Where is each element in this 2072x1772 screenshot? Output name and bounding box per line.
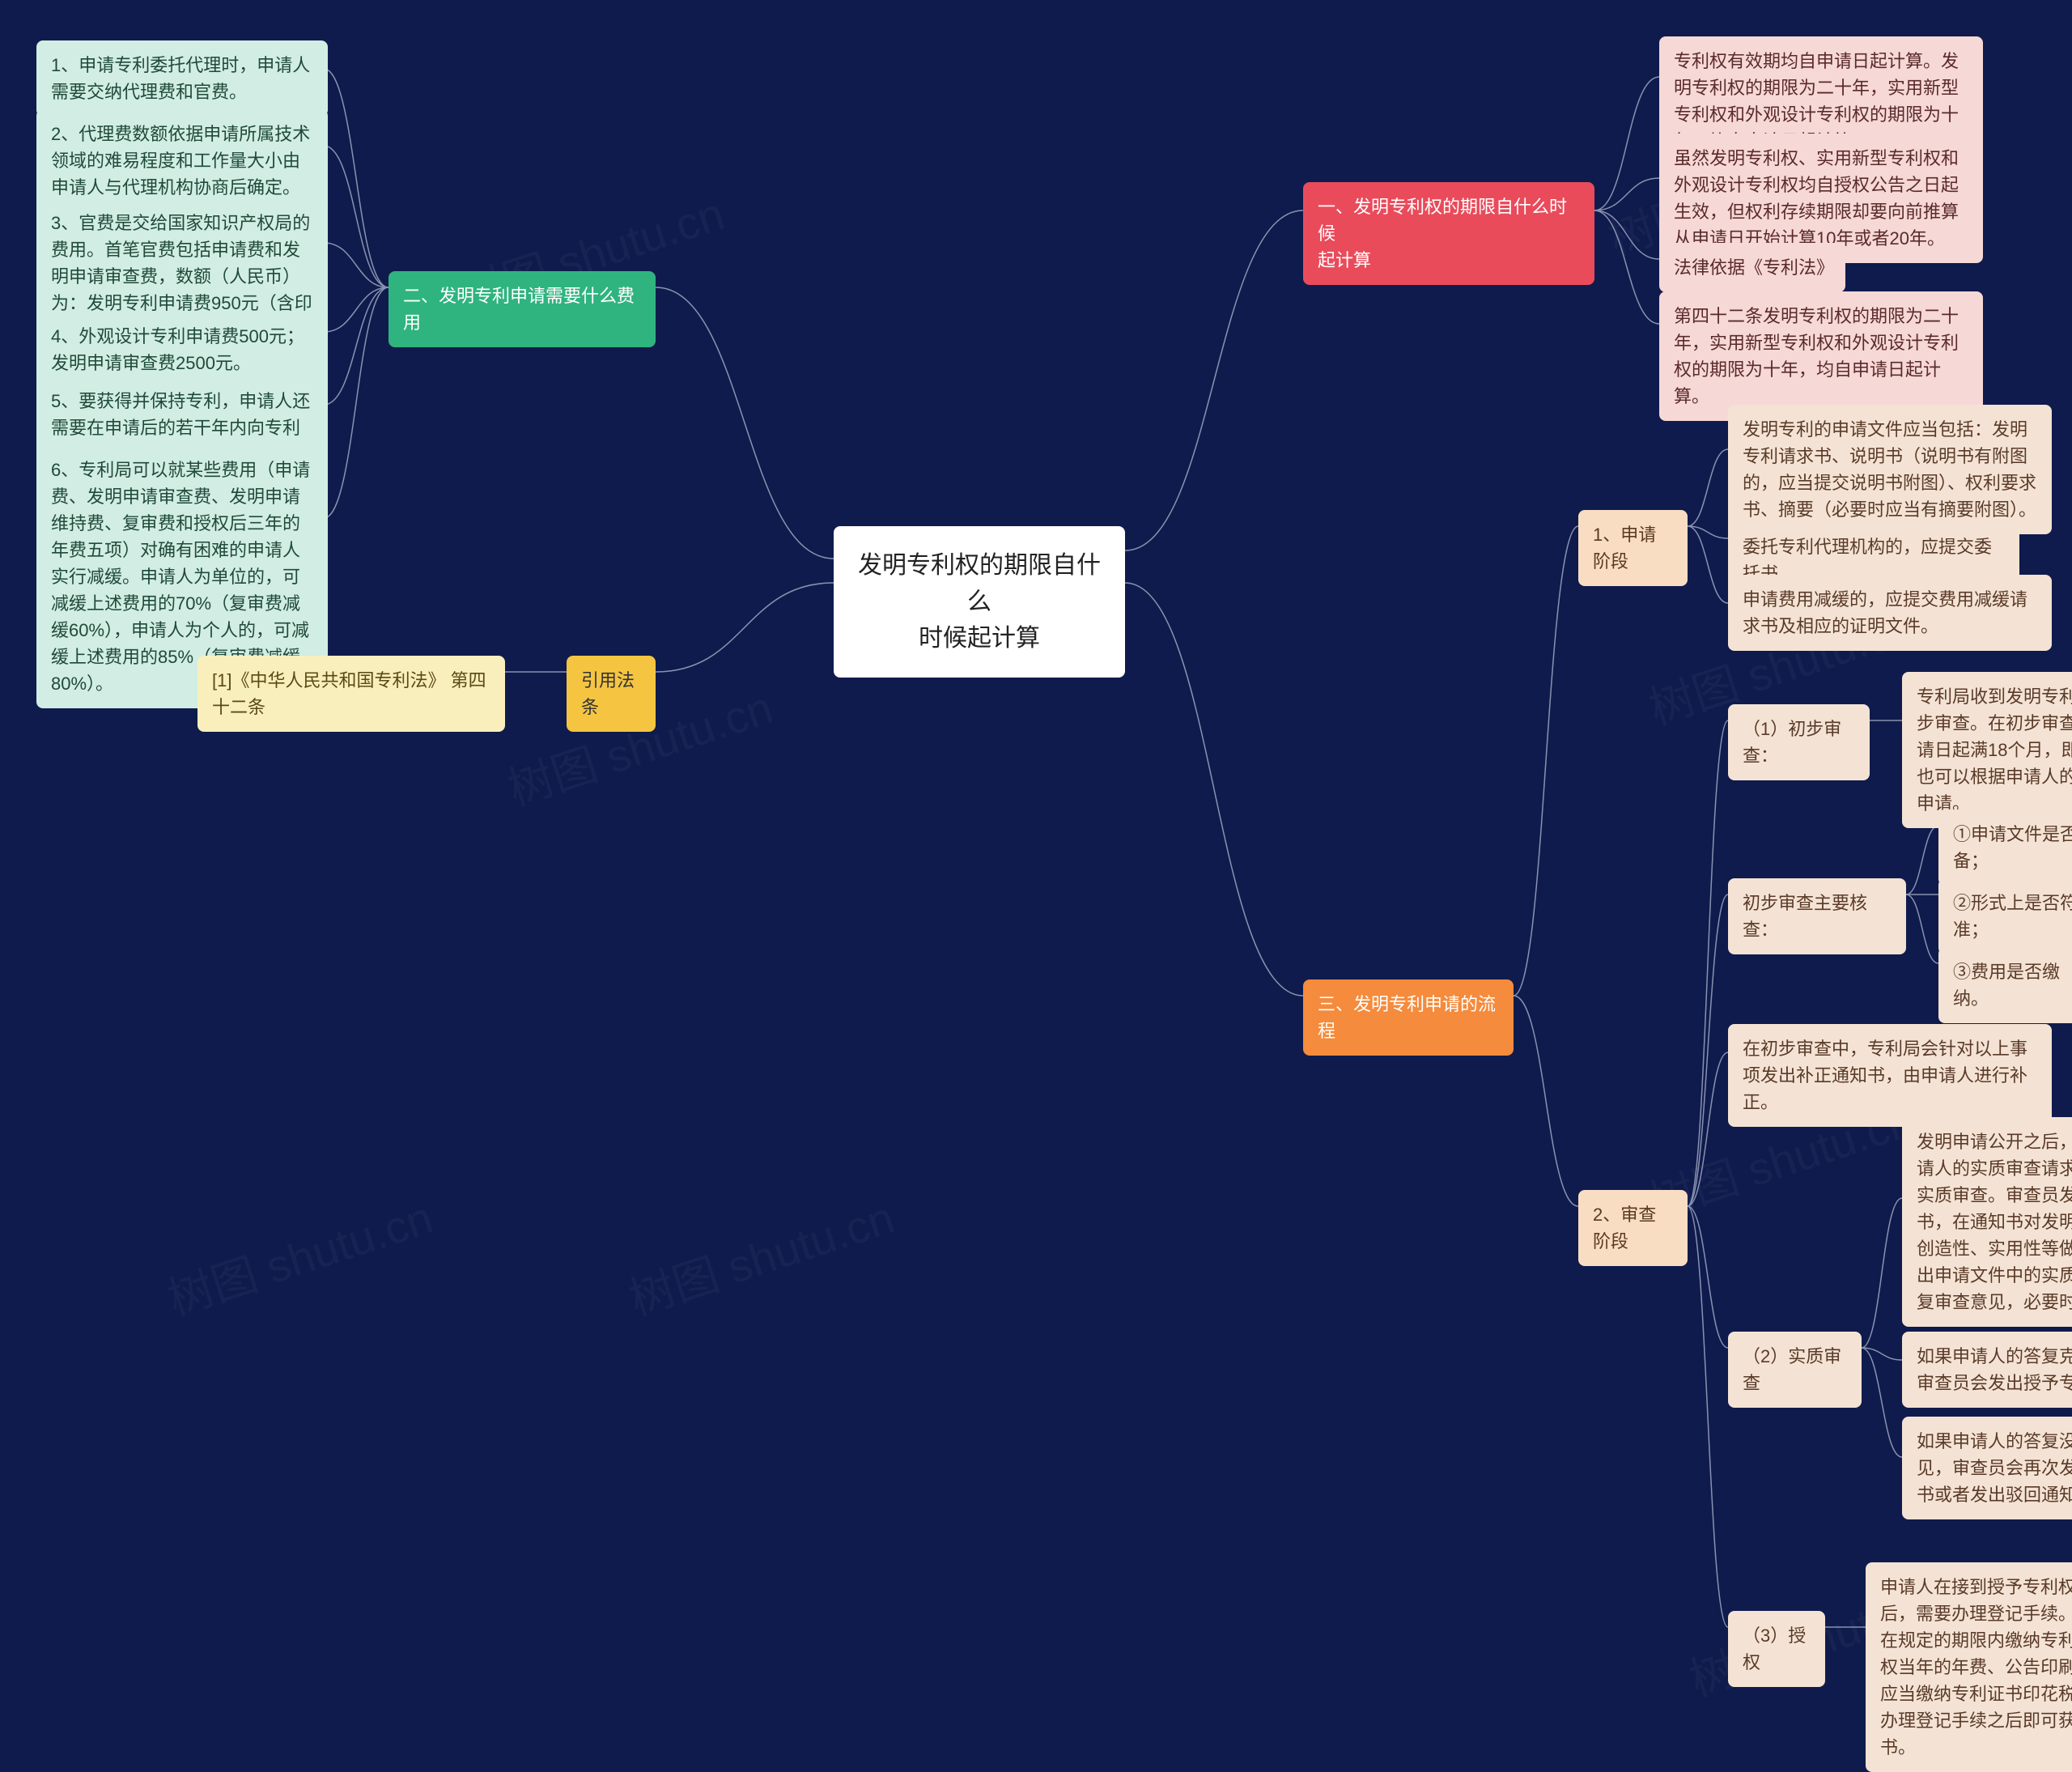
- branch4-node[interactable]: 引用法条: [567, 656, 656, 732]
- stage1-node[interactable]: 1、申请阶段: [1578, 510, 1688, 586]
- stage2-node[interactable]: 2、审查阶段: [1578, 1190, 1688, 1266]
- substantive-node[interactable]: （2）实质审查: [1728, 1332, 1862, 1408]
- substantive-leaf1[interactable]: 发明申请公开之后，专利局在收到申请人的实质审查请求的情况下，启动实质审查。审查员…: [1902, 1117, 2072, 1327]
- watermark: 树图 shutu.cn: [620, 1182, 902, 1329]
- grant-node[interactable]: （3）授权: [1728, 1611, 1825, 1687]
- check-item3[interactable]: ③费用是否缴纳。: [1938, 947, 2072, 1023]
- substantive-leaf3[interactable]: 如果申请人的答复没有克服审查意见，审查员会再次发出审查意见通知书或者发出驳回通知…: [1902, 1417, 2072, 1519]
- branch2-leaf2[interactable]: 2、代理费数额依据申请所属技术领域的难易程度和工作量大小由申请人与代理机构协商后…: [36, 109, 328, 212]
- root-text-line2: 时候起计算: [919, 625, 1040, 652]
- check-item2[interactable]: ②形式上是否符合标准；: [1938, 878, 2072, 954]
- correction-leaf[interactable]: 在初步审查中，专利局会针对以上事项发出补正通知书，由申请人进行补正。: [1728, 1024, 2052, 1127]
- stage1-leaf3[interactable]: 申请费用减缓的，应提交费用减缓请求书及相应的证明文件。: [1728, 575, 2052, 651]
- branch2-leaf1[interactable]: 1、申请专利委托代理时，申请人需要交纳代理费和官费。: [36, 40, 328, 117]
- watermark: 树图 shutu.cn: [159, 1182, 440, 1329]
- substantive-leaf2[interactable]: 如果申请人的答复克服了审查意见，审查员会发出授予专利权通知书。: [1902, 1332, 2072, 1408]
- branch1-title-l2: 起计算: [1318, 250, 1371, 270]
- prelim-leaf[interactable]: 专利局收到发明专利申请后，需经初步审查。在初步审查合格之后，自申请日起满18个月…: [1902, 672, 2072, 828]
- branch1-title-l1: 一、发明专利权的期限自什么时候: [1318, 197, 1567, 244]
- root-node[interactable]: 发明专利权的期限自什么 时候起计算: [834, 526, 1125, 678]
- branch3-node[interactable]: 三、发明专利申请的流程: [1303, 979, 1514, 1056]
- branch1-node[interactable]: 一、发明专利权的期限自什么时候 起计算: [1303, 182, 1594, 285]
- stage1-leaf1[interactable]: 发明专利的申请文件应当包括：发明专利请求书、说明书（说明书有附图的，应当提交说明…: [1728, 405, 2052, 534]
- branch2-node[interactable]: 二、发明专利申请需要什么费用: [388, 271, 656, 347]
- branch4-leaf1[interactable]: [1]《中华人民共和国专利法》 第四十二条: [197, 656, 505, 732]
- grant-leaf[interactable]: 申请人在接到授予专利权通知书之后，需要办理登记手续。申请人应当在规定的期限内缴纳…: [1866, 1562, 2072, 1772]
- check-node[interactable]: 初步审查主要核查：: [1728, 878, 1906, 954]
- check-item1[interactable]: ①申请文件是否齐备；: [1938, 810, 2072, 886]
- prelim-node[interactable]: （1）初步审查：: [1728, 704, 1870, 780]
- branch1-leaf3[interactable]: 法律依据《专利法》: [1659, 243, 1845, 292]
- root-text-line1: 发明专利权的期限自什么: [858, 552, 1101, 615]
- branch1-leaf4[interactable]: 第四十二条发明专利权的期限为二十年，实用新型专利权和外观设计专利权的期限为十年，…: [1659, 291, 1983, 421]
